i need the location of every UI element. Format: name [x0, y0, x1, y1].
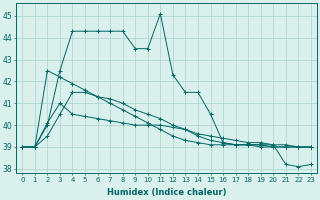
X-axis label: Humidex (Indice chaleur): Humidex (Indice chaleur): [107, 188, 226, 197]
